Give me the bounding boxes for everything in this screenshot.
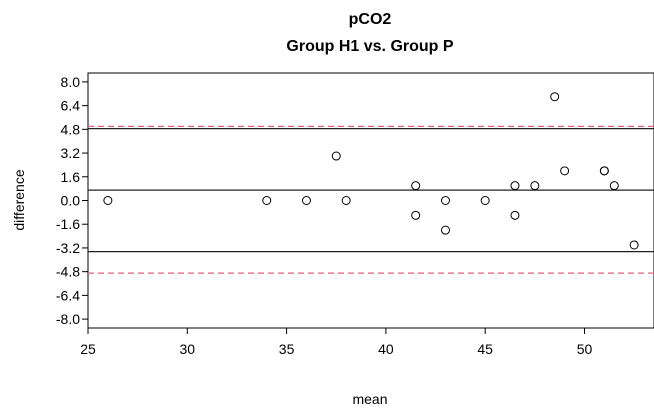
y-tick-label: 8.0 (61, 74, 81, 90)
plot-frame (87, 72, 654, 329)
y-tick-label: -1.6 (56, 216, 80, 232)
data-point (440, 225, 450, 235)
data-point (510, 210, 520, 220)
x-tick-label: 30 (180, 341, 196, 357)
x-tick-label: 25 (80, 341, 96, 357)
y-axis-label: difference (11, 169, 27, 230)
y-tick-label: -3.2 (56, 240, 80, 256)
x-axis-label: mean (352, 391, 387, 407)
data-point (510, 181, 520, 191)
data-point (609, 181, 619, 191)
data-point (331, 151, 341, 161)
data-point (480, 196, 490, 205)
data-point (411, 210, 421, 220)
x-tick-label: 45 (477, 341, 493, 357)
y-tick-label: 4.8 (61, 121, 81, 137)
chart-title: pCO2 (349, 11, 392, 28)
data-point (411, 181, 421, 191)
data-point (262, 196, 272, 205)
x-tick-label: 35 (279, 341, 295, 357)
data-point (301, 196, 311, 205)
data-point (599, 166, 609, 176)
y-tick-label: -8.0 (56, 311, 80, 327)
chart-subtitle: Group H1 vs. Group P (286, 38, 453, 55)
y-tick-label: -6.4 (56, 287, 80, 303)
data-point (440, 196, 450, 205)
data-point (530, 181, 540, 191)
plot-area: 8.0 6.4 4.8 3.2 1.6 0.0 -1.6 -3.2 -4.8 -6.4 -8.025… (56, 72, 654, 357)
y-tick-label: 1.6 (61, 169, 81, 185)
x-tick-label: 50 (577, 341, 593, 357)
y-tick-label: 6.4 (61, 98, 81, 114)
y-tick-label: 0.0 (61, 193, 81, 209)
data-point (560, 166, 570, 176)
x-tick-label: 40 (378, 341, 394, 357)
y-tick-label: 3.2 (61, 145, 81, 161)
y-tick-label: -4.8 (56, 264, 80, 280)
data-point (629, 240, 639, 250)
data-point (341, 196, 351, 205)
data-point (103, 196, 113, 205)
data-point (550, 92, 560, 102)
